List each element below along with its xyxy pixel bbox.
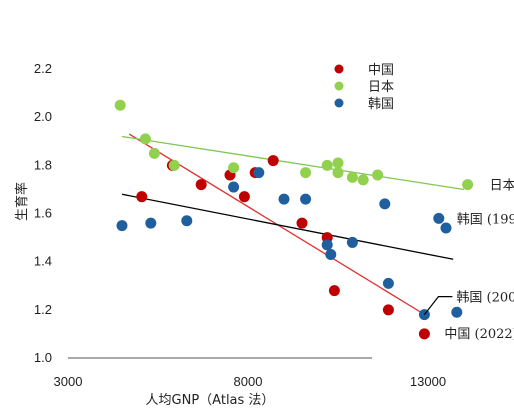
data-point [228, 181, 240, 193]
data-point [325, 248, 337, 260]
data-point [332, 157, 344, 169]
data-point [278, 193, 290, 205]
point-annotation: 韩国 (2002) [456, 291, 514, 306]
data-point [148, 147, 160, 159]
legend-label: 中国 [368, 63, 394, 78]
data-point [228, 162, 240, 174]
point-annotation: 日本 (1986) [490, 179, 514, 194]
legend-label: 韩国 [368, 97, 394, 112]
x-axis-title: 人均GNP（Atlas 法） [146, 393, 275, 408]
data-point [382, 277, 394, 289]
data-point [267, 155, 279, 167]
data-point [382, 304, 394, 316]
legend-marker [334, 98, 344, 108]
annotations: 日本 (1986) 韩国 (1996) 中国 (2022) 韩国 (2002) [423, 179, 514, 342]
data-point [253, 167, 265, 179]
legend-label: 日本 [368, 80, 394, 95]
legend-marker [334, 81, 344, 91]
y-tick-label: 1.0 [34, 350, 52, 365]
data-point [332, 167, 344, 179]
legend-marker [334, 64, 344, 74]
data-point [321, 159, 333, 171]
x-tick-label: 8000 [234, 374, 263, 389]
data-point [346, 171, 358, 183]
data-point [346, 236, 358, 248]
point-annotation: 韩国 (1996) [457, 212, 514, 227]
data-point [296, 217, 308, 229]
y-tick-label: 2.2 [34, 61, 52, 76]
data-point [181, 215, 193, 227]
data-point [136, 191, 148, 203]
data-point [114, 99, 126, 111]
data-point [168, 159, 180, 171]
y-tick-label: 1.4 [34, 254, 52, 269]
y-tick-label: 1.8 [34, 157, 52, 172]
point-annotation: 中国 (2022) [444, 327, 514, 342]
y-tick-label: 2.0 [34, 109, 52, 124]
y-axis-ticks: 1.0 1.2 1.4 1.6 1.8 2.0 2.2 [34, 61, 52, 365]
x-axis-ticks: 3000 8000 13000 [54, 374, 447, 389]
data-point [238, 191, 250, 203]
data-point [139, 133, 151, 145]
y-tick-label: 1.6 [34, 206, 52, 221]
data-point [116, 220, 128, 232]
trend-line [121, 135, 465, 191]
data-point [372, 169, 384, 181]
data-point [418, 328, 430, 340]
data-points [114, 99, 474, 340]
data-point [462, 179, 474, 191]
data-point [145, 217, 157, 229]
data-point [300, 193, 312, 205]
data-point [451, 306, 463, 318]
x-tick-label: 3000 [54, 374, 83, 389]
data-point [321, 239, 333, 251]
data-point [328, 285, 340, 297]
data-point [300, 167, 312, 179]
data-point [440, 222, 452, 234]
x-tick-label: 13000 [410, 374, 446, 389]
y-tick-label: 1.2 [34, 302, 52, 317]
data-point [433, 212, 445, 224]
annotation-pointer-line [423, 296, 453, 316]
data-point [379, 198, 391, 210]
data-point [195, 179, 207, 191]
trend-line [121, 193, 454, 260]
data-point [357, 174, 369, 186]
y-axis-title: 生育率 [14, 182, 30, 221]
